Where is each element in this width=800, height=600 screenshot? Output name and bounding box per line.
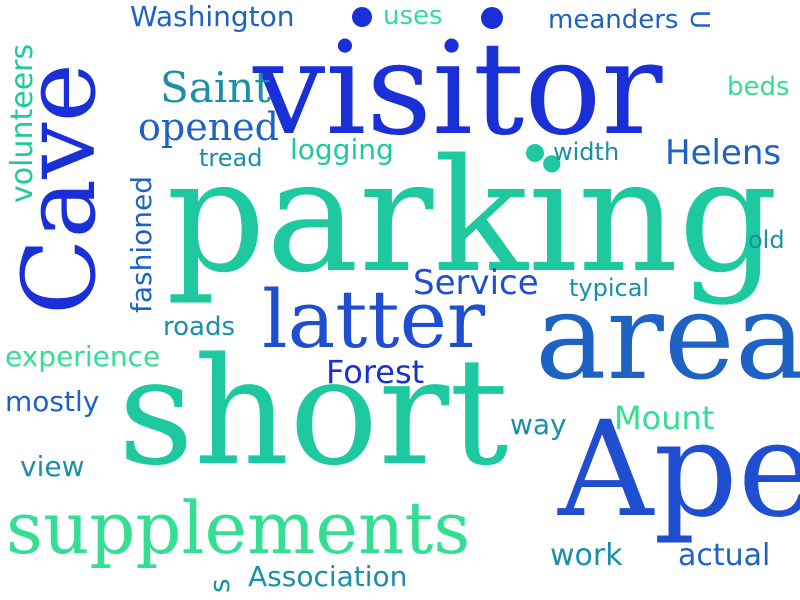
- word-service: Service: [413, 263, 539, 303]
- word-latter: latter: [262, 273, 486, 366]
- word-fashioned: fashioned: [125, 175, 158, 313]
- word-short: short: [118, 326, 509, 498]
- word-view: view: [20, 450, 85, 483]
- word-s: s: [203, 578, 236, 593]
- word-u: U: [684, 10, 714, 30]
- dot-mark: [526, 144, 544, 162]
- word-mount: Mount: [614, 399, 715, 437]
- word-ape: Ape: [558, 393, 800, 547]
- word-area: area: [535, 268, 800, 407]
- word-supplements: supplements: [6, 486, 471, 570]
- word-tread: tread: [199, 144, 263, 172]
- dot-mark: [352, 7, 372, 27]
- word-actual: actual: [678, 538, 771, 573]
- word-association: Association: [248, 560, 408, 593]
- word-parking: parking: [166, 125, 779, 307]
- word-forest: Forest: [326, 353, 425, 391]
- word-work: work: [550, 538, 623, 573]
- word-washington: Washington: [130, 0, 295, 33]
- word-way: way: [510, 408, 567, 441]
- word-beds: beds: [727, 72, 790, 102]
- word-width: width: [553, 138, 620, 166]
- word-helens: Helens: [665, 133, 782, 173]
- word-uses: uses: [383, 1, 443, 31]
- word-visitor: visitor: [253, 15, 663, 164]
- word-volunteers: volunteers: [5, 43, 40, 203]
- word-roads: roads: [163, 312, 236, 342]
- dot-mark: [481, 7, 503, 29]
- word-opened: opened: [138, 105, 279, 149]
- word-typical: typical: [569, 274, 650, 302]
- word-meanders: meanders: [548, 5, 679, 35]
- word-logging: logging: [290, 133, 394, 166]
- word-saint: Saint: [160, 63, 272, 112]
- word-old: old: [748, 226, 785, 254]
- word-experience: experience: [5, 340, 161, 373]
- word-mostly: mostly: [5, 385, 100, 418]
